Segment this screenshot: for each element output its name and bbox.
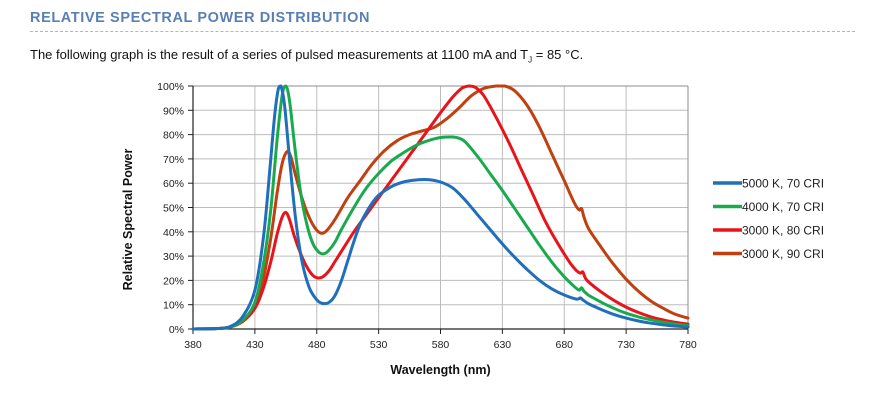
x-tick-label: 430 [246,339,264,351]
intro-subscript: J [528,55,533,65]
series-line-4000-k-70-cri [191,84,690,331]
legend-item: 3000 K, 90 CRI [713,247,824,261]
tick-labels: 0% 10% 20% 30% 40% 50% 60% 70% 80% 90% 100% 380 430 4… [157,81,697,351]
x-tick-label: 480 [308,339,326,351]
x-tick-label: 630 [494,339,512,351]
legend-item: 4000 K, 70 CRI [713,200,824,214]
x-tick-label: 530 [370,339,388,351]
section-title: RELATIVE SPECTRAL POWER DISTRIBUTION [30,10,371,26]
y-tick-label: 50% [163,203,184,215]
y-tick-label: 30% [163,251,184,263]
x-tick-label: 580 [432,339,450,351]
legend-item: 5000 K, 70 CRI [713,177,824,191]
legend-label: 3000 K, 80 CRI [742,224,824,238]
legend: 5000 K, 70 CRI 4000 K, 70 CRI 3000 K, 80 C… [713,177,824,261]
legend-label: 5000 K, 70 CRI [742,177,824,191]
y-tick-label: 10% [163,300,184,312]
axes [188,85,689,334]
y-tick-label: 40% [163,227,184,239]
intro-text-end: = 85 °C. [532,47,584,62]
series-line-3000-k-80-cri [191,84,690,331]
series-line-5000-k-70-cri [191,84,690,331]
intro-text-main: The following graph is the result of a s… [30,47,529,62]
legend-label: 3000 K, 90 CRI [742,247,824,261]
y-tick-label: 20% [163,275,184,287]
section-divider [30,31,855,32]
x-axis-title: Wavelength (nm) [390,363,490,377]
y-tick-label: 0% [169,324,184,336]
y-tick-label: 90% [163,105,184,117]
intro-text: The following graph is the result of a s… [30,47,583,65]
x-tick-label: 380 [184,339,202,351]
y-axis-title: Relative Spectral Power [121,149,135,291]
y-tick-label: 60% [163,178,184,190]
x-tick-label: 680 [555,339,573,351]
legend-label: 4000 K, 70 CRI [742,200,824,214]
legend-item: 3000 K, 80 CRI [713,224,824,238]
series-lines [191,84,690,331]
y-tick-label: 100% [157,81,184,93]
x-tick-label: 730 [617,339,635,351]
x-tick-label: 780 [679,339,697,351]
y-tick-label: 80% [163,130,184,142]
series-line-3000-k-90-cri [191,84,690,331]
y-tick-label: 70% [163,154,184,166]
